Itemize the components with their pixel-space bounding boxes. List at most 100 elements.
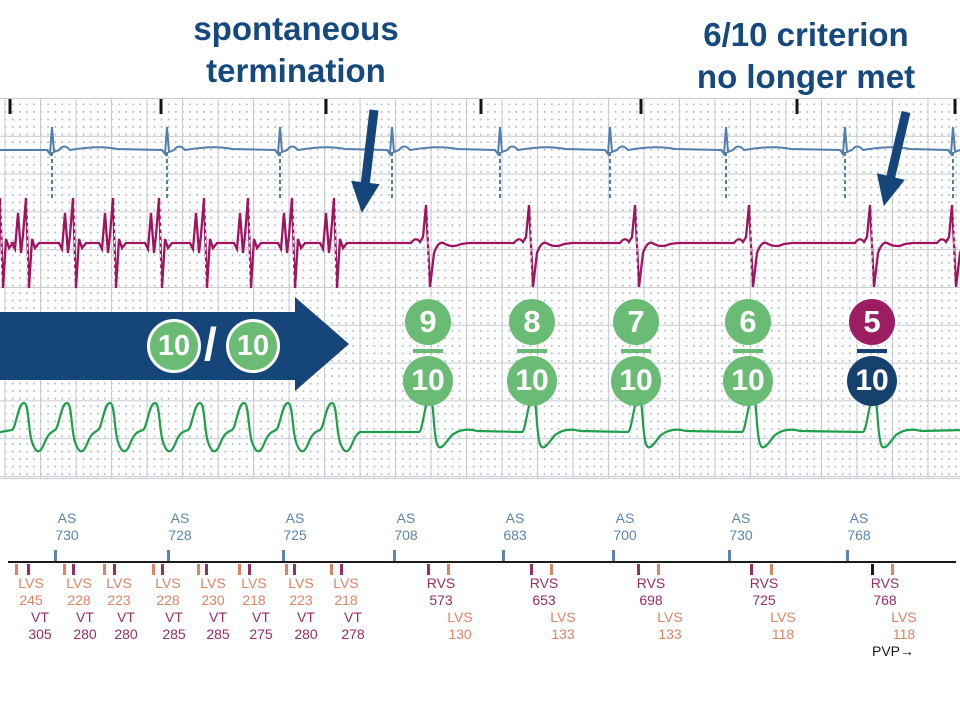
counter-fraction-bar [621,349,651,353]
vt-marker-label: VT 280 [73,609,97,642]
vt-marker-label: VT 285 [206,609,230,642]
counter-numerator: 8 [509,299,555,345]
as-tick [612,550,615,561]
as-tick [502,550,505,561]
lvs-tick [891,564,894,575]
as-tick [728,550,731,561]
rvs-marker-label: RVS 698 [636,575,666,608]
as-marker-label: AS 700 [613,510,637,543]
arrow-counter-denominator: 10 [226,319,280,373]
vt-tick [113,564,116,575]
rvs-marker-label: RVS 653 [529,575,559,608]
arrow-counter-slash-text: / [204,318,217,370]
lvs-tick [550,564,553,575]
as-tick [846,550,849,561]
atrial-sense-dashed-tails [51,152,954,198]
lvs-marker-label: LVS 130 [447,609,473,642]
lvs-marker-label: LVS 218 [241,575,267,608]
as-tick [167,550,170,561]
counter-denominator: 10 [507,356,557,406]
vt-marker-label: VT 275 [249,609,273,642]
vt-marker-label: VT 305 [28,609,52,642]
vt-tick [161,564,164,575]
as-tick [54,550,57,561]
as-marker-label: AS 683 [503,510,527,543]
lvs-marker-label: LVS 118 [770,609,796,642]
counter-fraction-bar [517,349,547,353]
as-marker-label: AS 730 [729,510,753,543]
termination-pointer-arrow [351,109,380,213]
lvs-tick [63,564,66,575]
rvs-tick [871,564,874,575]
as-tick [282,550,285,561]
farfield-ecg-trace [0,396,960,453]
lvs-marker-label: LVS 223 [106,575,132,608]
vt-tick [248,564,251,575]
counter-denominator: 10 [847,356,897,406]
counter-numerator: 9 [405,299,451,345]
rvs-tick [637,564,640,575]
arrow-counter-denominator-text: 10 [236,329,270,362]
time-marker-ticks [8,99,957,114]
vt-marker-label: VT 278 [341,609,365,642]
counter-5-of-10: 5 10 [847,299,897,406]
lvs-marker-label: LVS 228 [66,575,92,608]
rvs-tick [427,564,430,575]
lvs-tick [330,564,333,575]
vt-marker-label: VT 280 [114,609,138,642]
arrow-counter-numerator: 10 [147,319,201,373]
counter-numerator: 7 [613,299,659,345]
lvs-tick [15,564,18,575]
pvp-label: PVP→ [871,643,915,659]
counter-9-of-10: 9 10 [403,299,453,406]
lvs-marker-label: LVS 118 [891,609,917,642]
ventricular-sense-dashes [0,205,955,283]
lvs-tick [152,564,155,575]
annotation-criterion-not-met: 6/10 criterion no longer met [697,14,915,98]
rvs-marker-label: RVS 573 [426,575,456,608]
lvs-marker-label: LVS 218 [333,575,359,608]
lvs-marker-label: LVS 230 [200,575,226,608]
annotation-spontaneous-termination: spontaneous termination [193,8,398,92]
as-tick [393,550,396,561]
atrial-egm-trace [0,126,960,157]
annotation-left-line2: termination [206,52,386,89]
counter-fraction-bar [733,349,763,353]
annotation-right-line1: 6/10 criterion [703,16,909,53]
lvs-marker-label: LVS 245 [18,575,44,608]
as-marker-label: AS 708 [394,510,418,543]
lvs-marker-label: LVS 133 [657,609,683,642]
rvs-tick [750,564,753,575]
vt-tick [72,564,75,575]
annotation-right-line2: no longer met [696,58,916,95]
counter-7-of-10: 7 10 [611,299,661,406]
counter-denominator: 10 [611,356,661,406]
vt-tick [340,564,343,575]
lvs-tick [103,564,106,575]
ventricular-egm-trace [0,197,960,289]
counter-denominator: 10 [723,356,773,406]
lvs-tick [770,564,773,575]
as-marker-label: AS 725 [283,510,307,543]
criterion-pointer-arrow [876,110,911,207]
counter-numerator: 5 [849,299,895,345]
arrow-counter-numerator-text: 10 [157,329,191,362]
rvs-marker-label: RVS 725 [749,575,779,608]
lvs-tick [197,564,200,575]
arrow-counter-slash: / [204,321,217,367]
lvs-tick [285,564,288,575]
vt-tick [27,564,30,575]
counter-8-of-10: 8 10 [507,299,557,406]
rvs-marker-label: RVS 768 [870,575,900,608]
as-marker-label: AS 728 [168,510,192,543]
lvs-marker-label: LVS 223 [288,575,314,608]
counter-denominator: 10 [403,356,453,406]
lvs-tick [238,564,241,575]
counter-fraction-bar [413,349,443,353]
annotation-left-line1: spontaneous [193,10,399,47]
vt-marker-label: VT 280 [294,609,318,642]
as-marker-label: AS 768 [847,510,871,543]
counter-numerator: 6 [725,299,771,345]
